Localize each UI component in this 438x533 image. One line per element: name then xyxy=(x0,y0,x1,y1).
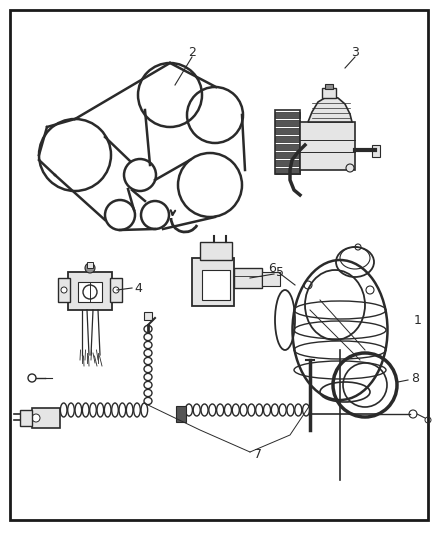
Bar xyxy=(275,128,300,134)
Text: 3: 3 xyxy=(351,45,359,59)
Bar xyxy=(275,160,300,166)
Circle shape xyxy=(346,164,354,172)
Text: 1: 1 xyxy=(414,313,422,327)
Bar xyxy=(87,262,93,268)
Bar xyxy=(202,270,230,300)
Text: 7: 7 xyxy=(254,448,262,462)
Bar xyxy=(234,268,262,288)
Bar xyxy=(372,145,380,157)
Circle shape xyxy=(113,287,119,293)
Bar xyxy=(68,272,112,310)
Circle shape xyxy=(85,263,95,273)
Bar xyxy=(20,410,32,426)
Text: 5: 5 xyxy=(276,265,284,279)
Bar xyxy=(78,282,102,302)
Bar xyxy=(325,84,333,89)
Bar xyxy=(275,152,300,158)
Bar xyxy=(110,278,122,302)
Bar xyxy=(275,168,300,174)
Bar xyxy=(200,242,232,260)
Circle shape xyxy=(61,287,67,293)
Bar xyxy=(275,144,300,150)
Bar xyxy=(275,136,300,142)
Text: 4: 4 xyxy=(134,281,142,295)
Text: 6: 6 xyxy=(268,262,276,274)
Bar xyxy=(262,272,280,286)
Bar xyxy=(192,258,234,306)
Polygon shape xyxy=(308,96,352,122)
Bar xyxy=(322,88,336,98)
Text: 2: 2 xyxy=(188,45,196,59)
Bar xyxy=(176,406,186,422)
Bar xyxy=(300,122,355,170)
Bar xyxy=(144,312,152,320)
Bar xyxy=(32,408,60,428)
Bar xyxy=(275,110,300,174)
Circle shape xyxy=(32,414,40,422)
Bar xyxy=(58,278,70,302)
Text: 8: 8 xyxy=(411,372,419,384)
Bar xyxy=(275,120,300,126)
Bar xyxy=(275,112,300,118)
